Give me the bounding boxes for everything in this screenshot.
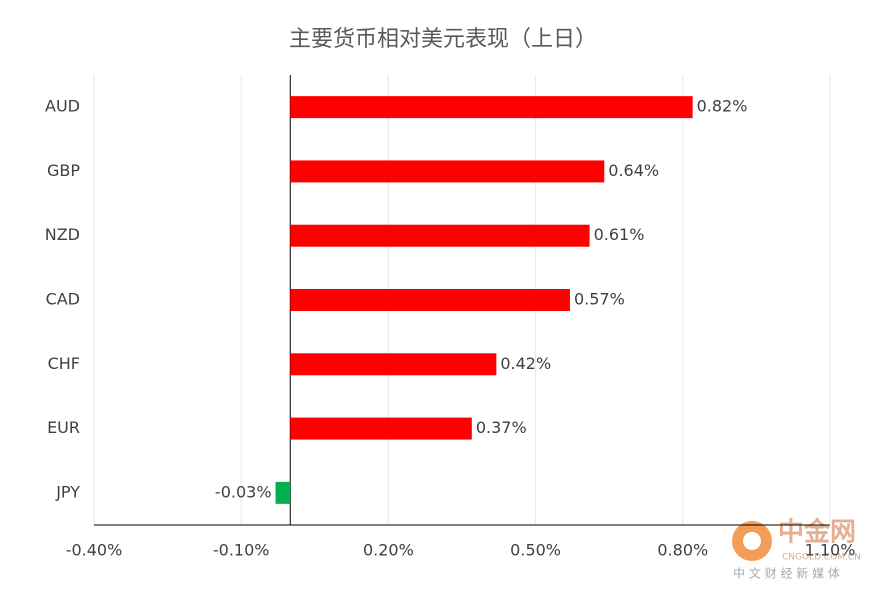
- x-tick-label: 0.50%: [510, 541, 561, 560]
- x-tick-label: 0.20%: [363, 541, 414, 560]
- bar: [290, 353, 497, 376]
- value-label: 0.42%: [500, 354, 551, 373]
- x-tick-label: 0.80%: [657, 541, 708, 560]
- y-tick-label: NZD: [45, 225, 80, 244]
- value-label: 0.57%: [574, 290, 625, 309]
- chart-title: 主要货币相对美元表现（上日）: [289, 27, 597, 52]
- bar: [290, 160, 605, 183]
- bar: [290, 224, 590, 247]
- y-tick-label: GBP: [47, 161, 80, 180]
- value-label: 0.37%: [476, 418, 527, 437]
- y-tick-label: CAD: [46, 290, 80, 309]
- value-label: 0.82%: [697, 97, 748, 116]
- value-label: 0.64%: [608, 161, 659, 180]
- x-tick-label: 1.10%: [805, 541, 856, 560]
- y-tick-label: JPY: [55, 482, 80, 501]
- watermark-logo-inner: [743, 532, 761, 550]
- bar: [275, 481, 291, 504]
- bar: [290, 96, 693, 119]
- watermark-brand: 中金网: [778, 517, 856, 548]
- watermark: 中金网 CNGOLD.COM.CN 中 文 财 经 新 媒 体: [732, 517, 861, 581]
- bar: [290, 289, 570, 311]
- y-tick-label: CHF: [48, 354, 80, 373]
- y-tick-label: AUD: [45, 97, 80, 116]
- x-tick-label: -0.10%: [213, 541, 270, 560]
- x-tick-label: -0.40%: [66, 541, 123, 560]
- value-label: 0.61%: [594, 225, 645, 244]
- y-tick-label: EUR: [47, 418, 80, 437]
- watermark-slogan: 中 文 财 经 新 媒 体: [733, 566, 840, 581]
- watermark-site: CNGOLD.COM.CN: [782, 553, 861, 563]
- bar: [290, 417, 472, 440]
- value-label: -0.03%: [215, 482, 272, 501]
